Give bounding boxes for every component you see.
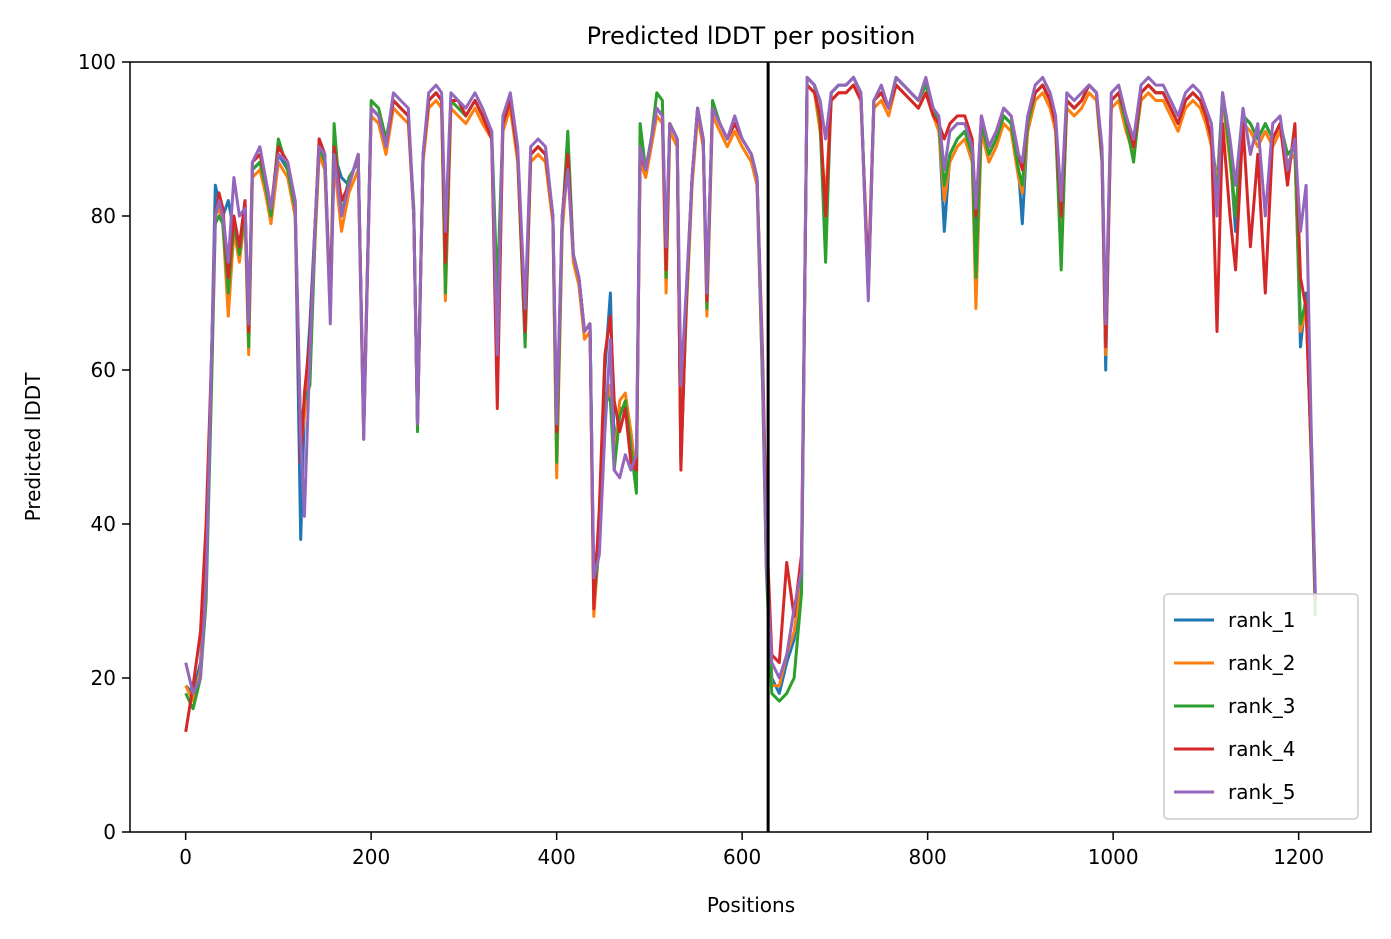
x-tick-label: 1000 xyxy=(1088,845,1139,869)
y-tick-label: 60 xyxy=(91,358,116,382)
y-tick-label: 80 xyxy=(91,204,116,228)
legend-label-rank_3: rank_3 xyxy=(1228,694,1295,718)
legend-label-rank_1: rank_1 xyxy=(1228,608,1295,632)
legend-label-rank_5: rank_5 xyxy=(1228,780,1295,804)
series-line-rank_5 xyxy=(184,75,1317,695)
plot-area xyxy=(184,62,1317,832)
y-tick-label: 0 xyxy=(103,820,116,844)
legend-label-rank_2: rank_2 xyxy=(1228,651,1295,675)
legend: rank_1 rank_2 rank_3 rank_4 rank_5 xyxy=(1163,593,1359,820)
y-tick-label: 100 xyxy=(78,50,116,74)
x-tick-label: 0 xyxy=(179,845,192,869)
legend-box xyxy=(1163,593,1359,820)
plot-frame xyxy=(129,61,1372,833)
x-axis-title: Positions xyxy=(707,893,795,917)
x-tick-label: 400 xyxy=(538,845,576,869)
y-tick-label: 40 xyxy=(91,512,116,536)
x-tick-label: 600 xyxy=(723,845,761,869)
y-axis-title: Predicted lDDT xyxy=(21,372,45,522)
chart-title: Predicted lDDT per position xyxy=(587,22,916,50)
x-tick-label: 200 xyxy=(352,845,390,869)
x-tick-label: 800 xyxy=(909,845,947,869)
x-tick-label: 1200 xyxy=(1273,845,1324,869)
y-tick-label: 20 xyxy=(91,666,116,690)
legend-label-rank_4: rank_4 xyxy=(1228,737,1295,761)
y-axis: 0 20 40 60 80 100 xyxy=(78,50,130,844)
x-axis: 0 200 400 600 800 1000 1200 xyxy=(179,832,1324,869)
